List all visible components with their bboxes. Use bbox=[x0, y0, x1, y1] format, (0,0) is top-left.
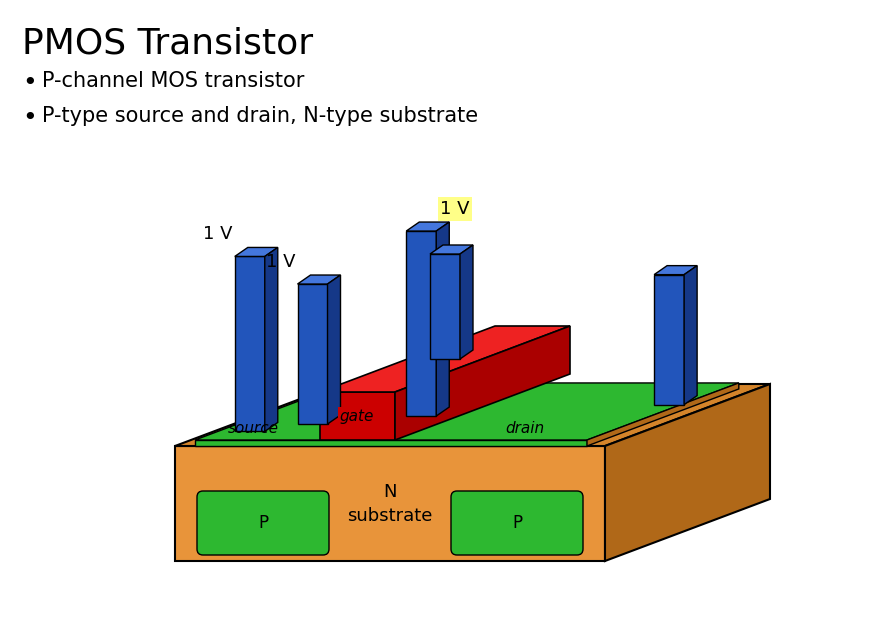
Text: P: P bbox=[258, 514, 268, 532]
Text: gate: gate bbox=[340, 409, 374, 424]
Text: substrate: substrate bbox=[348, 507, 433, 525]
Text: N: N bbox=[384, 483, 397, 501]
Polygon shape bbox=[195, 383, 739, 440]
Text: 1 V: 1 V bbox=[440, 200, 470, 218]
Polygon shape bbox=[407, 231, 436, 416]
Polygon shape bbox=[320, 326, 570, 392]
Polygon shape bbox=[235, 247, 278, 256]
Text: 1 V: 1 V bbox=[266, 253, 296, 271]
Polygon shape bbox=[235, 256, 265, 432]
Text: •: • bbox=[22, 106, 37, 130]
Polygon shape bbox=[175, 384, 770, 446]
Polygon shape bbox=[395, 326, 570, 440]
Polygon shape bbox=[327, 275, 341, 424]
Polygon shape bbox=[297, 284, 327, 424]
Text: PMOS Transistor: PMOS Transistor bbox=[22, 26, 313, 60]
Text: drain: drain bbox=[505, 421, 545, 436]
Polygon shape bbox=[297, 275, 341, 284]
Text: P-type source and drain, N-type substrate: P-type source and drain, N-type substrat… bbox=[42, 106, 478, 126]
Polygon shape bbox=[605, 384, 770, 561]
Polygon shape bbox=[430, 254, 460, 359]
Polygon shape bbox=[654, 274, 684, 405]
Text: P-channel MOS transistor: P-channel MOS transistor bbox=[42, 71, 304, 91]
Polygon shape bbox=[195, 440, 587, 446]
Polygon shape bbox=[460, 245, 473, 359]
Polygon shape bbox=[587, 383, 739, 446]
Polygon shape bbox=[684, 266, 697, 405]
Polygon shape bbox=[175, 446, 605, 561]
Text: •: • bbox=[22, 71, 37, 95]
Text: source: source bbox=[228, 421, 278, 436]
Polygon shape bbox=[407, 222, 450, 231]
Text: P: P bbox=[512, 514, 522, 532]
FancyBboxPatch shape bbox=[197, 491, 329, 555]
Polygon shape bbox=[654, 266, 697, 274]
Text: 1 V: 1 V bbox=[203, 225, 233, 243]
Polygon shape bbox=[265, 247, 278, 432]
Polygon shape bbox=[320, 392, 395, 440]
FancyBboxPatch shape bbox=[451, 491, 583, 555]
Polygon shape bbox=[430, 245, 473, 254]
Polygon shape bbox=[436, 222, 450, 416]
